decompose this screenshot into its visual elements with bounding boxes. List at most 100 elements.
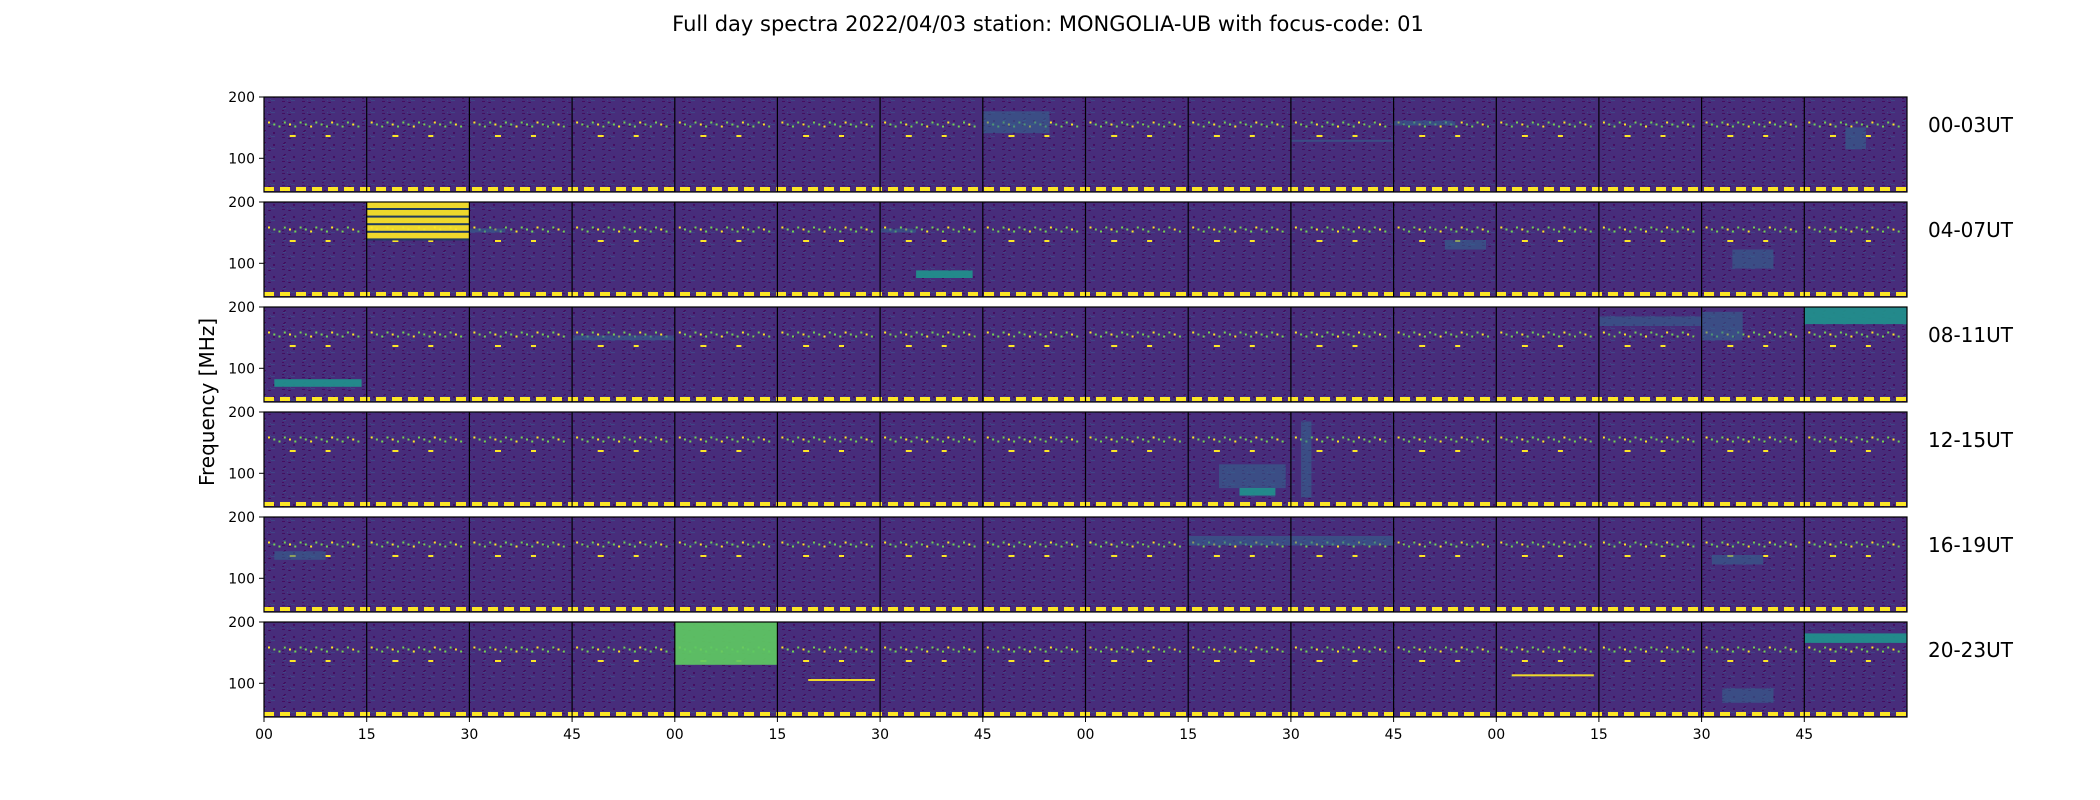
- interference-dot: [576, 226, 579, 229]
- interference-dash: [1352, 660, 1358, 662]
- interference-dot: [936, 333, 939, 336]
- interference-dot: [1860, 438, 1863, 441]
- interference-dot: [1163, 335, 1166, 338]
- interference-dot: [1563, 541, 1566, 544]
- interference-dot: [1115, 650, 1118, 653]
- interference-dot: [860, 121, 863, 124]
- interference-dot: [526, 648, 528, 651]
- interference-dot: [1255, 331, 1258, 334]
- interference-dot: [1676, 545, 1679, 548]
- interference-dot: [449, 646, 452, 649]
- interference-dot: [423, 543, 426, 546]
- interference-dot: [1192, 646, 1195, 649]
- interference-dot: [894, 545, 897, 548]
- interference-dot: [1192, 436, 1195, 439]
- interference-dot: [1049, 226, 1052, 229]
- interference-dot: [489, 541, 492, 544]
- interference-dot: [1197, 648, 1200, 651]
- interference-dot: [1444, 226, 1447, 229]
- interference-dot: [623, 541, 626, 544]
- interference-dot: [1281, 230, 1284, 233]
- interference-dot: [1023, 648, 1026, 651]
- interference-dash: [1660, 450, 1666, 452]
- interference-dot: [1152, 331, 1155, 334]
- interference-dot: [1076, 440, 1079, 443]
- interference-dot: [957, 125, 960, 128]
- interference-dot: [1850, 230, 1853, 233]
- interference-dot: [375, 333, 378, 336]
- interference-dot: [1142, 123, 1145, 126]
- interference-dot: [992, 648, 995, 651]
- interference-dot: [1239, 646, 1242, 649]
- interference-dash: [1419, 240, 1426, 242]
- interference-dot: [1552, 228, 1555, 231]
- interference-dot: [1218, 440, 1221, 443]
- interference-dot: [920, 438, 923, 441]
- interference-dot: [1716, 545, 1719, 548]
- interference-dot: [1813, 648, 1816, 651]
- interference-dot: [1855, 436, 1858, 439]
- interference-dash: [1008, 135, 1015, 137]
- interference-dot: [1007, 333, 1010, 336]
- interference-dot: [352, 333, 355, 336]
- interference-dot: [1223, 436, 1226, 439]
- interference-dot: [1337, 335, 1339, 338]
- interference-dot: [1305, 545, 1308, 548]
- interference-dot: [331, 226, 334, 229]
- interference-dot: [449, 121, 452, 124]
- interference-dot: [855, 440, 858, 443]
- interference-dash: [1521, 450, 1528, 452]
- interference-dot: [855, 335, 858, 338]
- interference-dot: [1265, 650, 1268, 653]
- interference-dash: [1044, 660, 1050, 662]
- interference-dot: [1368, 440, 1371, 443]
- interference-dot: [1753, 121, 1755, 124]
- interference-dash: [1111, 660, 1118, 662]
- interference-dot: [1178, 440, 1181, 443]
- signal-region: [1845, 127, 1866, 150]
- interference-dot: [1094, 438, 1097, 441]
- interference-dot: [283, 121, 286, 124]
- interference-dot: [973, 125, 976, 128]
- interference-dot: [834, 228, 836, 231]
- interference-dot: [1710, 543, 1713, 546]
- interference-dot: [715, 123, 718, 126]
- interference-dot: [1294, 226, 1297, 229]
- interference-dot: [1315, 648, 1318, 651]
- interference-dot: [1255, 226, 1258, 229]
- interference-dot: [547, 125, 549, 128]
- interference-dash: [495, 240, 501, 242]
- interference-dot: [320, 333, 323, 336]
- interference-dot: [439, 648, 442, 651]
- interference-dot: [562, 125, 565, 128]
- interference-dot: [1115, 125, 1118, 128]
- interference-dot: [1213, 228, 1216, 231]
- interference-dot: [1608, 123, 1611, 126]
- interference-dot: [865, 543, 868, 546]
- interference-dot: [541, 543, 544, 546]
- signal-region: [1711, 555, 1764, 565]
- interference-dot: [1666, 541, 1669, 544]
- interference-dot: [391, 543, 394, 546]
- interference-dot: [547, 545, 549, 548]
- interference-dot: [905, 123, 908, 126]
- interference-dot: [973, 545, 976, 548]
- interference-dot: [1023, 228, 1026, 231]
- interference-dot: [268, 121, 270, 124]
- interference-dot: [1716, 230, 1719, 233]
- interference-dot: [1049, 646, 1052, 649]
- interference-dot: [1676, 440, 1679, 443]
- interference-dot: [515, 230, 518, 233]
- interference-dot: [444, 125, 447, 128]
- interference-dot: [1321, 335, 1324, 338]
- interference-dash: [1624, 135, 1631, 137]
- interference-dot: [1705, 646, 1708, 649]
- interference-dot: [294, 440, 297, 443]
- interference-dot: [1666, 646, 1669, 649]
- interference-dot: [660, 543, 663, 546]
- interference-dot: [1834, 650, 1837, 653]
- interference-dot: [1271, 436, 1274, 439]
- interference-dot: [1071, 438, 1073, 441]
- interference-dot: [336, 228, 339, 231]
